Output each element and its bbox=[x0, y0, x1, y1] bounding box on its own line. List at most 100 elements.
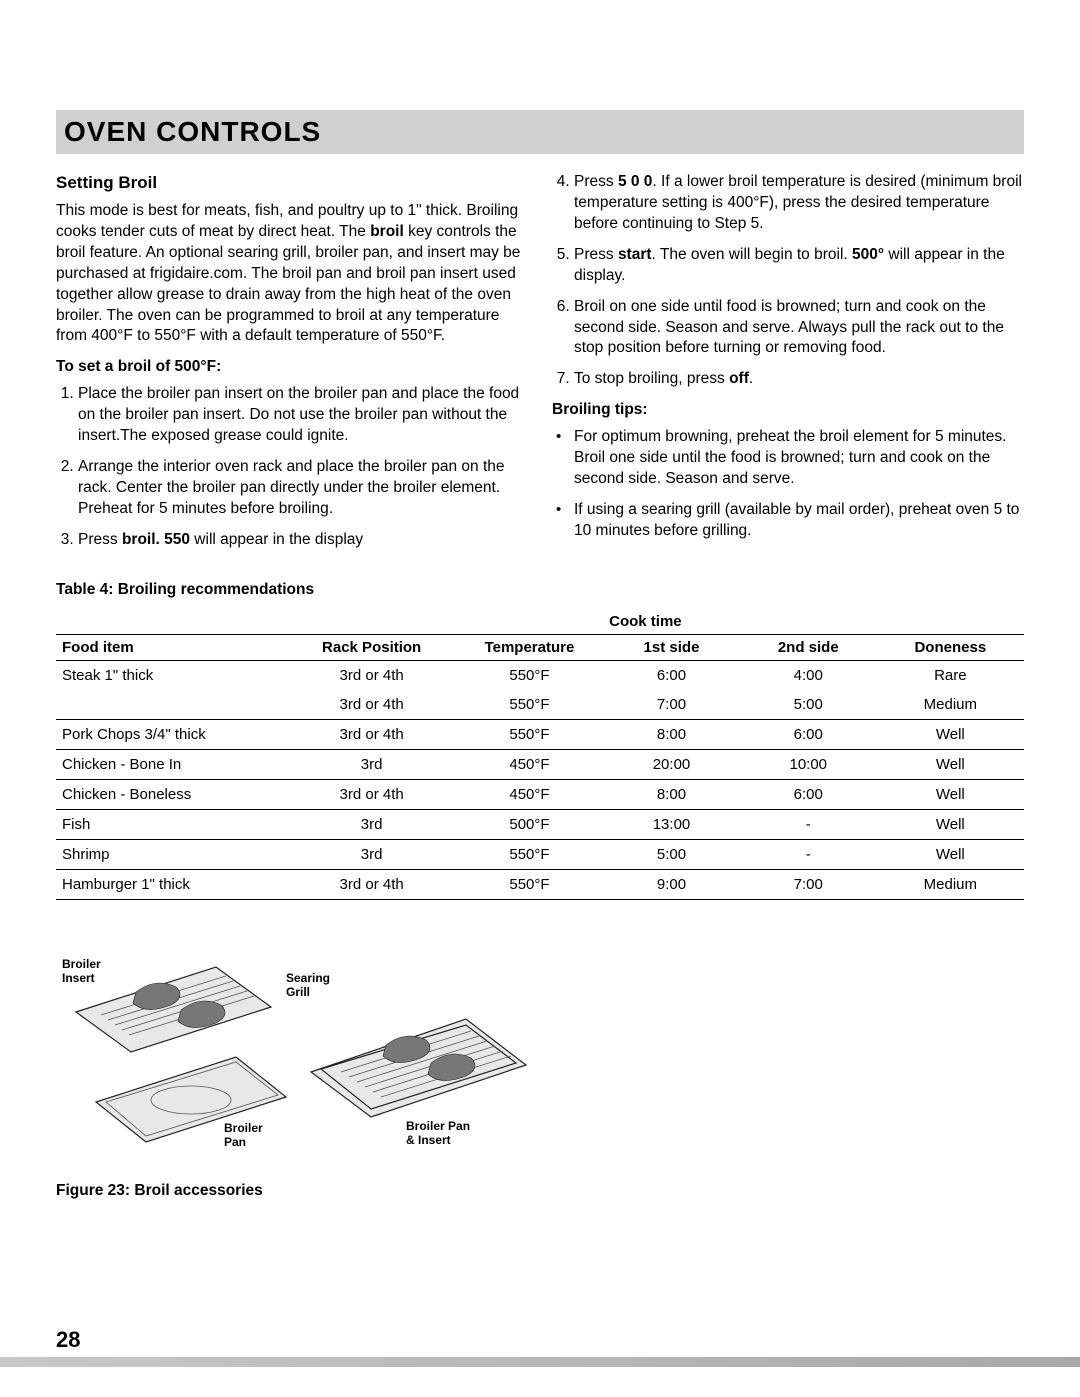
step-3: Press broil. 550 will appear in the disp… bbox=[78, 530, 528, 551]
step7-b: off bbox=[729, 370, 749, 387]
step5-a: Press bbox=[574, 246, 618, 263]
table-cell: 8:00 bbox=[603, 779, 740, 809]
table-row: Steak 1" thick3rd or 4th550°F6:004:00Rar… bbox=[56, 660, 1024, 690]
table-cell: - bbox=[740, 809, 877, 839]
step3-c: will appear in the display bbox=[190, 531, 363, 548]
page-number: 28 bbox=[56, 1327, 80, 1353]
table-cell: Chicken - Bone In bbox=[56, 749, 287, 779]
step3-b: broil. 550 bbox=[122, 531, 190, 548]
table-row: Chicken - Bone In3rd450°F20:0010:00Well bbox=[56, 749, 1024, 779]
table-row: Pork Chops 3/4" thick3rd or 4th550°F8:00… bbox=[56, 719, 1024, 749]
table-cell: Steak 1" thick bbox=[56, 660, 287, 690]
table-cell: 3rd bbox=[287, 809, 455, 839]
table-cell: Pork Chops 3/4" thick bbox=[56, 719, 287, 749]
to-set-heading: To set a broil of 500°F: bbox=[56, 357, 528, 378]
step7-c: . bbox=[749, 370, 753, 387]
table-row: Hamburger 1" thick3rd or 4th550°F9:007:0… bbox=[56, 869, 1024, 899]
step-1-text: Place the broiler pan insert on the broi… bbox=[78, 385, 519, 444]
table-cell: 8:00 bbox=[603, 719, 740, 749]
table-cell: 550°F bbox=[456, 839, 603, 869]
col-done: Doneness bbox=[877, 634, 1024, 660]
table-cell: 6:00 bbox=[603, 660, 740, 690]
table-cell: Well bbox=[877, 809, 1024, 839]
table-cell: 5:00 bbox=[740, 690, 877, 720]
tip-1: For optimum browning, preheat the broil … bbox=[574, 427, 1024, 490]
table-cell: 10:00 bbox=[740, 749, 877, 779]
step5-d: 500° bbox=[852, 246, 884, 263]
table-cell: Medium bbox=[877, 869, 1024, 899]
step-7: To stop broiling, press off. bbox=[574, 369, 1024, 390]
table-row: Fish3rd500°F13:00-Well bbox=[56, 809, 1024, 839]
footer-bar bbox=[0, 1357, 1080, 1367]
table-cell: Hamburger 1" thick bbox=[56, 869, 287, 899]
table-cell: 5:00 bbox=[603, 839, 740, 869]
table-cell: 7:00 bbox=[603, 690, 740, 720]
step4-a: Press bbox=[574, 173, 618, 190]
step4-b: 5 0 0 bbox=[618, 173, 652, 190]
table-cell: 3rd or 4th bbox=[287, 869, 455, 899]
table-cell: Fish bbox=[56, 809, 287, 839]
table-cell: 3rd or 4th bbox=[287, 779, 455, 809]
col-food: Food item bbox=[56, 634, 287, 660]
step-4: Press 5 0 0. If a lower broil temperatur… bbox=[574, 172, 1024, 235]
intro-bold: broil bbox=[370, 223, 404, 240]
table-cell: Well bbox=[877, 779, 1024, 809]
col-cook-time: Cook time bbox=[603, 609, 877, 635]
table-cell: 450°F bbox=[456, 779, 603, 809]
label-pan-and-insert: Broiler Pan & Insert bbox=[406, 1120, 470, 1148]
table-cell: 550°F bbox=[456, 719, 603, 749]
table-cell: 9:00 bbox=[603, 869, 740, 899]
table-cell: Shrimp bbox=[56, 839, 287, 869]
step-2-text: Arrange the interior oven rack and place… bbox=[78, 458, 505, 517]
table-cell: Well bbox=[877, 839, 1024, 869]
figure-caption: Figure 23: Broil accessories bbox=[56, 1182, 1024, 1200]
table-cell bbox=[56, 690, 287, 720]
table-cell: 550°F bbox=[456, 660, 603, 690]
intro-paragraph: This mode is best for meats, fish, and p… bbox=[56, 201, 528, 347]
col-1st: 1st side bbox=[603, 634, 740, 660]
table-cell: 3rd or 4th bbox=[287, 690, 455, 720]
step3-a: Press bbox=[78, 531, 122, 548]
col-temp: Temperature bbox=[456, 634, 603, 660]
table-cell: 6:00 bbox=[740, 779, 877, 809]
table-cell: Well bbox=[877, 749, 1024, 779]
step7-a: To stop broiling, press bbox=[574, 370, 729, 387]
table-cell: 550°F bbox=[456, 869, 603, 899]
step-2: Arrange the interior oven rack and place… bbox=[78, 457, 528, 520]
label-searing-grill: Searing Grill bbox=[286, 972, 330, 1000]
table-cell: Chicken - Boneless bbox=[56, 779, 287, 809]
right-column: Press 5 0 0. If a lower broil temperatur… bbox=[552, 172, 1024, 561]
table-cell: Well bbox=[877, 719, 1024, 749]
step5-c: . The oven will begin to broil. bbox=[652, 246, 852, 263]
step-6: Broil on one side until food is browned;… bbox=[574, 297, 1024, 360]
table-cell: - bbox=[740, 839, 877, 869]
intro-post: key controls the broil feature. An optio… bbox=[56, 223, 520, 345]
table-cell: Rare bbox=[877, 660, 1024, 690]
table-cell: 450°F bbox=[456, 749, 603, 779]
step-1: Place the broiler pan insert on the broi… bbox=[78, 384, 528, 447]
step5-b: start bbox=[618, 246, 652, 263]
table-cell: 7:00 bbox=[740, 869, 877, 899]
label-broiler-pan: Broiler Pan bbox=[224, 1122, 263, 1150]
figure-area: Broiler Insert Broiler Pan Searing Grill… bbox=[56, 942, 536, 1172]
label-broiler-insert: Broiler Insert bbox=[62, 958, 101, 986]
setting-broil-heading: Setting Broil bbox=[56, 172, 528, 195]
section-banner: OVEN CONTROLS bbox=[56, 110, 1024, 154]
left-column: Setting Broil This mode is best for meat… bbox=[56, 172, 528, 561]
table-cell: 3rd bbox=[287, 839, 455, 869]
table-cell: 6:00 bbox=[740, 719, 877, 749]
broiling-tips-heading: Broiling tips: bbox=[552, 400, 1024, 421]
table-row: 3rd or 4th550°F7:005:00Medium bbox=[56, 690, 1024, 720]
banner-title: OVEN CONTROLS bbox=[64, 116, 1016, 148]
table-cell: 500°F bbox=[456, 809, 603, 839]
table-row: Chicken - Boneless3rd or 4th450°F8:006:0… bbox=[56, 779, 1024, 809]
table-cell: 3rd bbox=[287, 749, 455, 779]
table-cell: 3rd or 4th bbox=[287, 719, 455, 749]
tip-2: If using a searing grill (available by m… bbox=[574, 500, 1024, 542]
step-6-text: Broil on one side until food is browned;… bbox=[574, 298, 1004, 357]
broiling-table: Cook time Food item Rack Position Temper… bbox=[56, 609, 1024, 900]
table-cell: 4:00 bbox=[740, 660, 877, 690]
table-caption: Table 4: Broiling recommendations bbox=[56, 581, 1024, 599]
col-2nd: 2nd side bbox=[740, 634, 877, 660]
table-cell: 20:00 bbox=[603, 749, 740, 779]
